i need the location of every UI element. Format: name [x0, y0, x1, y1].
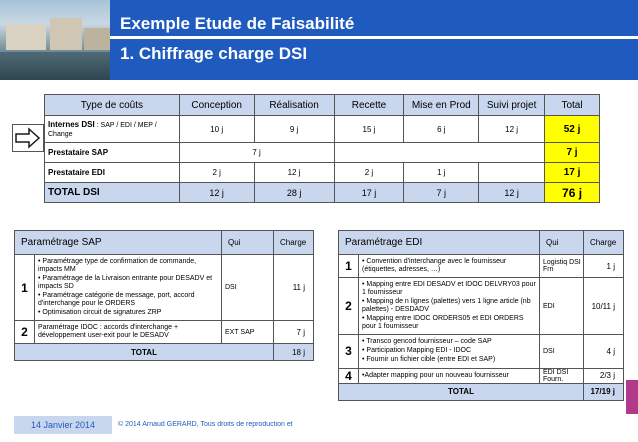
sap-table-header: Paramétrage SAP Qui Charge — [14, 230, 314, 255]
total-label: TOTAL — [14, 343, 274, 362]
row-label: Prestataire SAP — [44, 142, 180, 163]
row-number: 3 — [338, 334, 359, 369]
cell: 12 j — [478, 182, 546, 203]
col-header: Conception — [178, 94, 255, 116]
col-header: Charge — [583, 230, 624, 255]
title-divider — [110, 36, 638, 39]
cell: 10 j — [178, 115, 255, 143]
row-label: TOTAL DSI — [44, 182, 180, 203]
photo-building — [6, 24, 46, 50]
table-row: 2 • Mapping entre EDI DESADV et IDOC DEL… — [338, 277, 624, 336]
cell — [478, 162, 546, 183]
total-value: 18 j — [273, 343, 314, 362]
row-qui: Logistiq DSI Frn — [539, 253, 584, 279]
cell: 2 j — [333, 162, 405, 183]
row-qui: EDI — [539, 277, 584, 336]
table-row: Prestataire SAP 7 j 7 j — [44, 142, 600, 163]
cell: 2 j — [178, 162, 255, 183]
edi-table: Paramétrage EDI Qui Charge 1 • Conventio… — [338, 230, 624, 401]
col-header: Type de coûts — [44, 94, 180, 116]
row-qui: EXT SAP — [221, 320, 274, 345]
cell: 7 j — [403, 182, 480, 203]
row-description: • Mapping entre EDI DESADV et IDOC DELVR… — [358, 277, 540, 336]
row-charge: 7 j — [273, 320, 314, 345]
row-number: 2 — [14, 320, 35, 345]
col-header: Recette — [333, 94, 405, 116]
table-row: 1 • Convention d'interchange avec le fou… — [338, 253, 624, 279]
row-description: •Adapter mapping pour un nouveau fournis… — [358, 367, 540, 384]
photo-building — [50, 18, 82, 50]
row-charge: 4 j — [583, 334, 624, 369]
row-number: 2 — [338, 277, 359, 336]
edi-table-header: Paramétrage EDI Qui Charge — [338, 230, 624, 255]
cell: 12 j — [478, 115, 546, 143]
col-header: Total — [544, 94, 600, 116]
row-description: • Transco gencod fournisseur – code SAP … — [358, 334, 540, 369]
total-cell: 76 j — [544, 182, 600, 203]
total-cell: 7 j — [544, 142, 600, 163]
row-description: • Convention d'interchange avec le fourn… — [358, 253, 540, 279]
row-number: 1 — [14, 253, 35, 322]
row-charge: 1 j — [583, 253, 624, 279]
cell: 15 j — [333, 115, 405, 143]
table-row: 2 Paramétrage IDOC : accords d'interchan… — [14, 320, 314, 345]
row-label: Prestataire EDI — [44, 162, 180, 183]
cell: 28 j — [253, 182, 335, 203]
table-row-total: TOTAL 17/19 j — [338, 382, 624, 401]
cell: 17 j — [333, 182, 405, 203]
total-value: 17/19 j — [583, 382, 624, 401]
row-number: 4 — [338, 367, 359, 384]
col-header: Charge — [273, 230, 314, 255]
footer-date: 14 Janvier 2014 — [14, 416, 112, 434]
row-description: Paramétrage IDOC : accords d'interchange… — [34, 320, 222, 345]
cell: 1 j — [403, 162, 480, 183]
cost-table-header: Type de coûts Conception Réalisation Rec… — [44, 94, 600, 116]
row-number: 1 — [338, 253, 359, 279]
row-charge: 2/3 j — [583, 367, 624, 384]
col-header: Paramétrage EDI — [338, 230, 540, 255]
table-row-total: TOTAL 18 j — [14, 343, 314, 362]
col-header: Mise en Prod — [403, 94, 480, 116]
table-row: 3 • Transco gencod fournisseur – code SA… — [338, 334, 624, 369]
col-header: Réalisation — [253, 94, 335, 116]
photo-water — [0, 52, 110, 80]
row-qui: EDI DSI Fourn. — [539, 367, 584, 384]
cell: 6 j — [403, 115, 480, 143]
row-qui: DSI — [539, 334, 584, 369]
col-header: Suivi projet — [478, 94, 546, 116]
total-cell: 17 j — [544, 162, 600, 183]
cost-table: Type de coûts Conception Réalisation Rec… — [44, 94, 600, 203]
total-cell: 52 j — [544, 115, 600, 143]
title-band: Exemple Etude de Faisabilité 1. Chiffrag… — [110, 0, 638, 80]
row-qui: DSI — [221, 253, 274, 322]
sap-table: Paramétrage SAP Qui Charge 1 • Paramétra… — [14, 230, 314, 362]
header-photo — [0, 0, 110, 80]
cell: 12 j — [178, 182, 255, 203]
cell: 7 j — [178, 142, 335, 163]
row-description: • Paramétrage type de confirmation de co… — [34, 253, 222, 322]
col-header: Qui — [539, 230, 584, 255]
slide-title: Exemple Etude de Faisabilité — [120, 14, 355, 33]
row-charge: 11 j — [273, 253, 314, 322]
col-header: Qui — [221, 230, 274, 255]
row-charge: 10/11 j — [583, 277, 624, 336]
right-arrow-icon — [15, 127, 41, 149]
table-row: 4 •Adapter mapping pour un nouveau fourn… — [338, 367, 624, 384]
slide-subtitle: 1. Chiffrage charge DSI — [120, 44, 308, 63]
cell — [333, 142, 546, 163]
table-row: Prestataire EDI 2 j 12 j 2 j 1 j 17 j — [44, 162, 600, 183]
col-header: Paramétrage SAP — [14, 230, 222, 255]
footer-copyright: © 2014 Arnaud GERARD, Tous droits de rep… — [118, 421, 293, 428]
photo-building — [84, 28, 110, 50]
total-label: TOTAL — [338, 382, 584, 401]
row-label: Internes DSI : SAP / EDI / MEP / Change — [44, 115, 180, 143]
corner-decoration — [626, 380, 638, 414]
table-row-total: TOTAL DSI 12 j 28 j 17 j 7 j 12 j 76 j — [44, 182, 600, 203]
table-row: 1 • Paramétrage type de confirmation de … — [14, 253, 314, 322]
cell: 12 j — [253, 162, 335, 183]
arrow-box — [12, 124, 44, 152]
cell: 9 j — [253, 115, 335, 143]
table-row: Internes DSI : SAP / EDI / MEP / Change … — [44, 115, 600, 143]
